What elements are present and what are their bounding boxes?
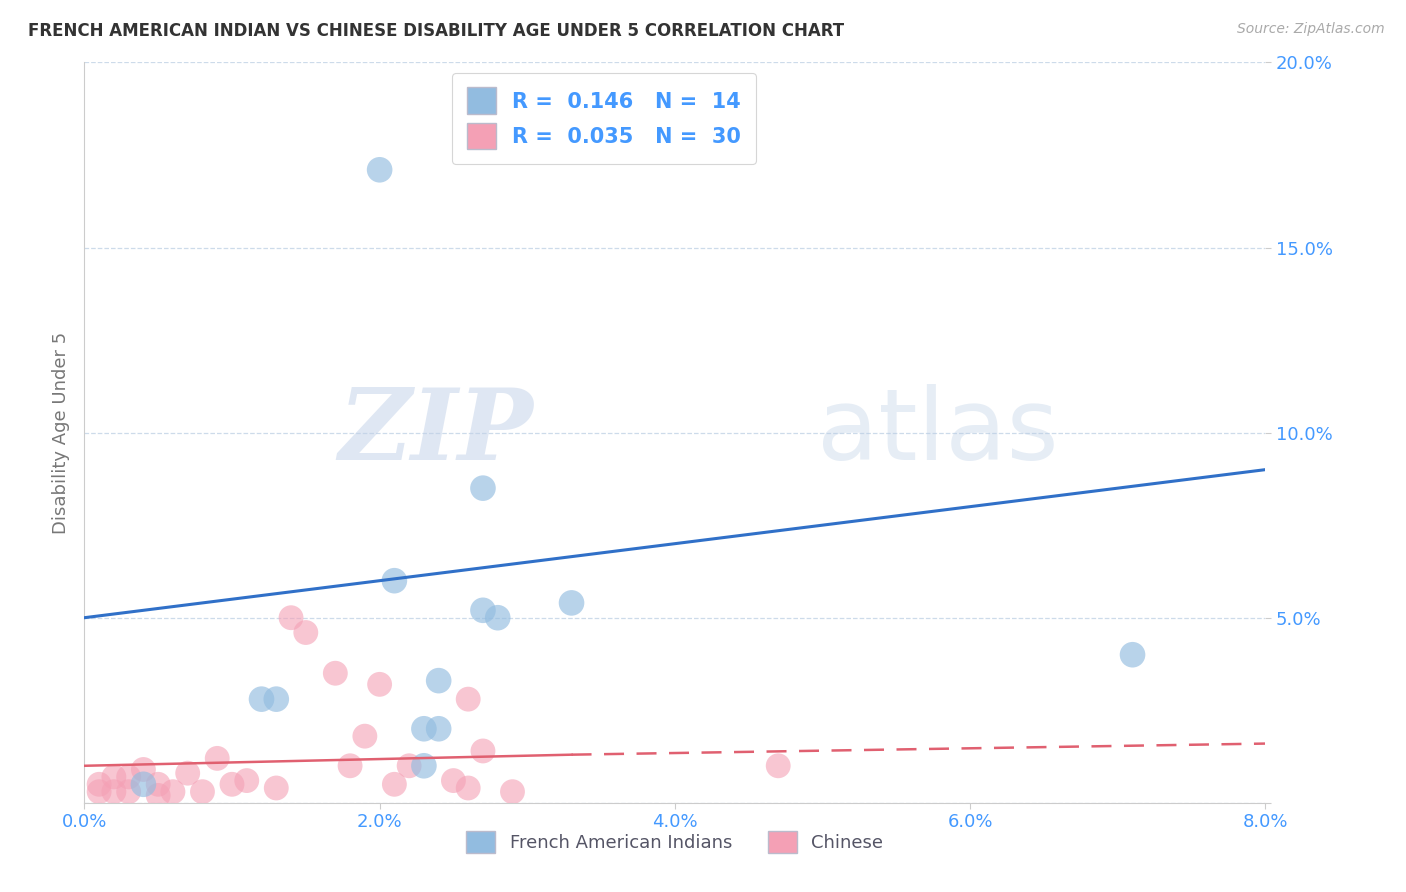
Text: atlas: atlas — [817, 384, 1059, 481]
Point — [295, 625, 318, 640]
Point — [472, 744, 495, 758]
Point — [264, 692, 288, 706]
Point — [457, 692, 479, 706]
Legend: French American Indians, Chinese: French American Indians, Chinese — [460, 824, 890, 861]
Point — [325, 666, 347, 681]
Point — [427, 673, 450, 688]
Point — [132, 777, 155, 791]
Point — [368, 677, 391, 691]
Point — [384, 574, 406, 588]
Point — [354, 729, 377, 743]
Point — [413, 758, 436, 772]
Text: ZIP: ZIP — [339, 384, 533, 481]
Point — [339, 758, 361, 772]
Point — [768, 758, 790, 772]
Point — [280, 610, 302, 624]
Point — [427, 722, 450, 736]
Point — [398, 758, 420, 772]
Point — [87, 777, 111, 791]
Point — [413, 722, 436, 736]
Point — [132, 763, 155, 777]
Point — [235, 773, 259, 788]
Point — [384, 777, 406, 791]
Point — [103, 785, 125, 799]
Point — [191, 785, 214, 799]
Point — [457, 780, 479, 795]
Text: Source: ZipAtlas.com: Source: ZipAtlas.com — [1237, 22, 1385, 37]
Text: FRENCH AMERICAN INDIAN VS CHINESE DISABILITY AGE UNDER 5 CORRELATION CHART: FRENCH AMERICAN INDIAN VS CHINESE DISABI… — [28, 22, 844, 40]
Point — [1122, 648, 1144, 662]
Point — [443, 773, 465, 788]
Point — [148, 789, 170, 803]
Point — [118, 785, 141, 799]
Point — [148, 777, 170, 791]
Point — [87, 785, 111, 799]
Point — [561, 596, 583, 610]
Point — [368, 162, 391, 177]
Point — [264, 780, 288, 795]
Point — [250, 692, 273, 706]
Point — [103, 770, 125, 784]
Point — [221, 777, 243, 791]
Point — [177, 766, 200, 780]
Point — [162, 785, 184, 799]
Point — [207, 751, 229, 765]
Point — [502, 785, 524, 799]
Point — [472, 481, 495, 495]
Point — [472, 603, 495, 617]
Y-axis label: Disability Age Under 5: Disability Age Under 5 — [52, 332, 70, 533]
Point — [486, 610, 509, 624]
Point — [118, 770, 141, 784]
